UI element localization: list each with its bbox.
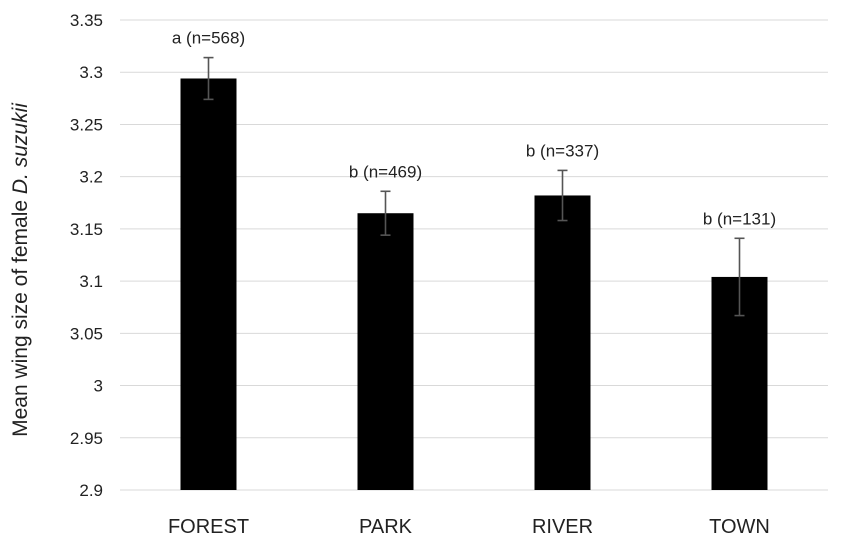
x-category-label: TOWN xyxy=(709,516,770,538)
y-axis-title-italic: D. suzukii xyxy=(9,102,32,194)
error-bars xyxy=(203,56,745,317)
y-tick-label: 3.15 xyxy=(70,220,103,239)
error-bar-forest xyxy=(203,56,214,101)
data-label-town: b (n=131) xyxy=(703,209,776,228)
error-bar-park xyxy=(380,190,391,236)
data-label-river: b (n=337) xyxy=(526,141,599,160)
x-category-label: RIVER xyxy=(532,516,593,538)
y-tick-label: 2.95 xyxy=(70,429,103,448)
y-tick-label: 3.1 xyxy=(79,272,103,291)
y-axis-ticks: 2.9 2.95 3 3.05 3.1 3.15 3.2 3.25 3.3 3.35 xyxy=(70,11,103,500)
error-bar-town xyxy=(734,237,745,317)
y-tick-label: 3 xyxy=(94,377,103,396)
x-axis-categories: FOREST PARK RIVER TOWN xyxy=(168,516,770,538)
x-category-label: FOREST xyxy=(168,516,249,538)
gridlines xyxy=(120,19,828,491)
y-tick-label: 3.3 xyxy=(79,63,103,82)
bar-park xyxy=(357,213,414,490)
bars xyxy=(180,78,768,490)
y-tick-label: 3.2 xyxy=(79,168,103,187)
data-label-forest: a (n=568) xyxy=(172,29,245,48)
error-bar-river xyxy=(557,169,568,222)
y-axis-title: Mean wing size of female D. suzukii xyxy=(9,102,32,437)
data-labels: a (n=568) b (n=469) b (n=337) b (n=131) xyxy=(172,29,776,229)
y-tick-label: 3.35 xyxy=(70,11,103,30)
y-tick-label: 3.05 xyxy=(70,324,103,343)
y-tick-label: 2.9 xyxy=(79,481,103,500)
x-category-label: PARK xyxy=(359,516,413,538)
bar-forest xyxy=(180,78,237,490)
bar-river xyxy=(534,195,591,490)
y-tick-label: 3.25 xyxy=(70,115,103,134)
y-axis-title-prefix: Mean wing size of female xyxy=(9,194,32,437)
data-label-park: b (n=469) xyxy=(349,162,422,181)
